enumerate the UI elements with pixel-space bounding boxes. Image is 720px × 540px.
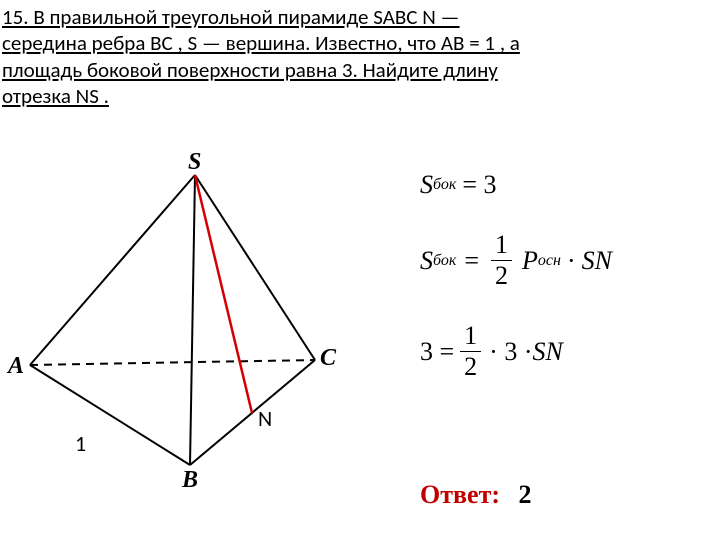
vertex-label-c: C (320, 345, 336, 372)
f2-eq: = (464, 246, 479, 276)
problem-line1: 15. В правильной треугольной пирамиде SA… (2, 4, 460, 30)
f3-num: 1 (460, 321, 481, 352)
f1-rhs: = 3 (462, 170, 496, 200)
pyramid-diagram: S A B C N 1 (20, 165, 360, 505)
answer-value: 2 (519, 480, 532, 509)
f1-s: S (420, 170, 433, 200)
answer-row: Ответ: 2 (420, 480, 532, 510)
f3-rest: · 3 · (489, 337, 532, 367)
formula-3: 3 = 1 2 · 3 · SN (420, 321, 710, 382)
pyramid-svg (20, 165, 360, 505)
f1-sub: бок (433, 176, 456, 194)
formula-2: Sбок = 1 2 Pосн · SN (420, 230, 710, 291)
vertex-label-n: N (258, 405, 272, 432)
f3-den: 2 (460, 352, 481, 382)
f2-sn: SN (582, 246, 612, 276)
formula-1: Sбок = 3 (420, 170, 710, 200)
vertex-label-s: S (188, 149, 201, 176)
f2-dot: · (567, 246, 576, 276)
f2-num: 1 (491, 230, 512, 261)
f2-p: P (522, 246, 538, 276)
problem-line3: площадь боковой поверхности равна 3. Най… (2, 57, 498, 83)
f2-psub: осн (538, 252, 561, 270)
vertex-label-b: B (182, 467, 198, 494)
f2-frac: 1 2 (491, 230, 512, 291)
problem-line4: отрезка NS . (2, 83, 109, 109)
f2-s: S (420, 246, 433, 276)
vertex-label-a: A (8, 353, 24, 380)
formulas-block: Sбок = 3 Sбок = 1 2 Pосн · SN 3 = 1 2 · … (420, 170, 710, 412)
f3-frac: 1 2 (460, 321, 481, 382)
answer-label: Ответ: (420, 480, 500, 509)
f2-sub: бок (433, 252, 456, 270)
edge-label-ab: 1 (75, 430, 86, 457)
problem-line2: середина ребра BC , S — вершина. Известн… (2, 30, 520, 56)
problem-statement: 15. В правильной треугольной пирамиде SA… (2, 4, 710, 109)
f3-lhs: 3 = (420, 337, 454, 367)
f3-sn: SN (533, 337, 563, 367)
f2-den: 2 (491, 261, 512, 291)
